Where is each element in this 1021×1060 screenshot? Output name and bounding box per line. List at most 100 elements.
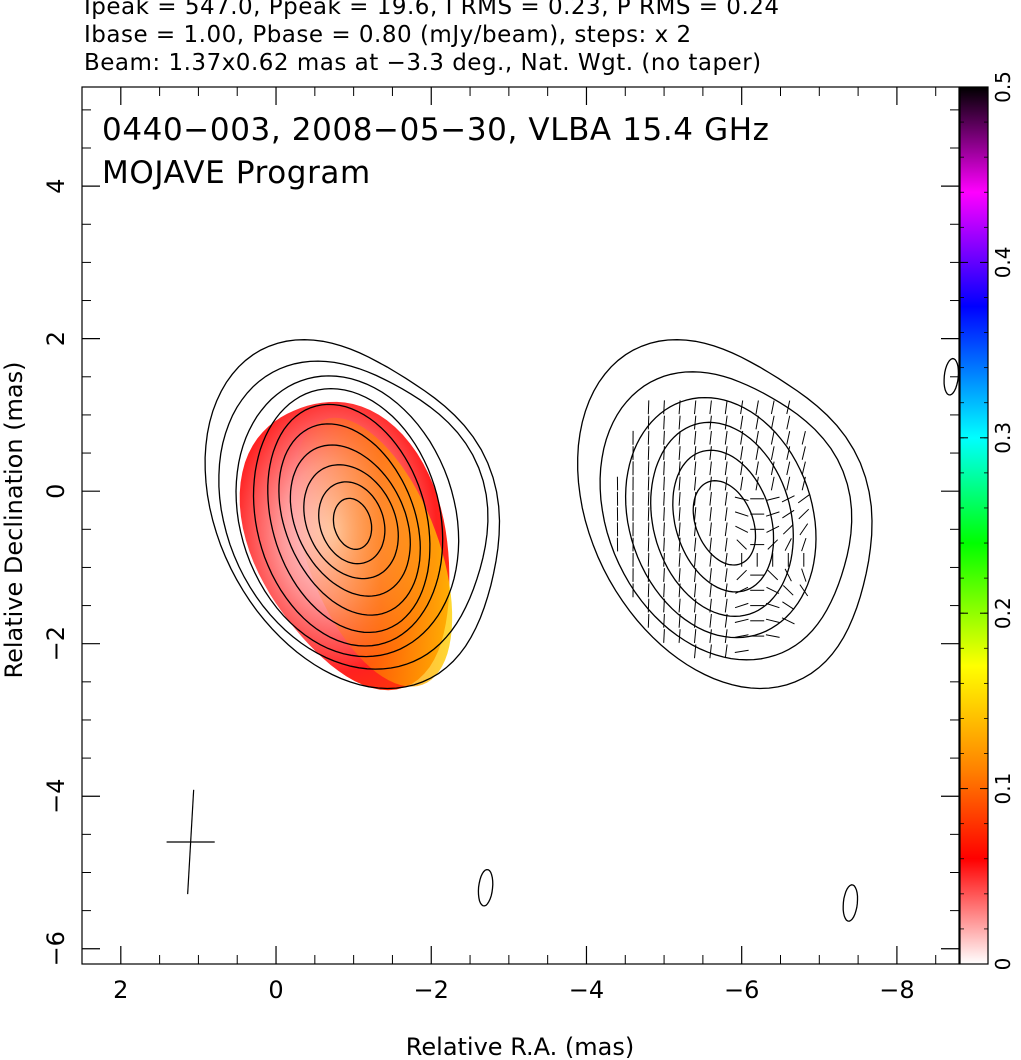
header-line-2: Ibase = 1.00, Pbase = 0.80 (mJy/beam), s… [84,22,692,48]
evpa-tick [709,507,712,521]
evpa-tick [647,522,650,537]
evpa-ticks [616,400,810,659]
evpa-tick [740,415,744,430]
evpa-tick [709,568,712,582]
evpa-tick [740,430,744,445]
evpa-tick [724,583,728,598]
evpa-tick [709,430,712,445]
evpa-tick [755,476,759,491]
evpa-tick [647,613,650,628]
evpa-tick [647,430,650,445]
evpa-tick [709,598,712,613]
evpa-tick [770,476,775,491]
evpa-tick [736,569,747,581]
contour-level [318,481,386,565]
evpa-tick [663,552,665,567]
evpa-tick [784,568,792,582]
evpa-tick [678,629,681,643]
chart-subtitle: MOJAVE Program [102,155,371,191]
evpa-tick [766,586,780,594]
evpa-tick [765,602,780,609]
evpa-tick [734,602,749,609]
evpa-tick [678,491,681,506]
contour-level [672,449,775,593]
evpa-tick [801,461,806,476]
y-tick-labels: −6 −4 −2 0 2 4 [42,178,70,966]
evpa-tick [734,634,749,638]
evpa-tick [801,568,807,582]
x-axis-label: Relative R.A. (mas) [406,1033,634,1060]
evpa-tick [694,446,697,460]
colorbar-tick-label: 0 [991,958,1015,971]
evpa-tick [678,476,681,491]
evpa-tick [782,601,795,610]
evpa-tick [724,629,728,643]
evpa-tick [678,430,681,445]
evpa-tick [678,537,681,552]
chart-title: 0440−003, 2008−05−30, VLBA 15.4 GHz [102,112,769,148]
evpa-tick [694,430,697,445]
evpa-tick [724,537,728,552]
evpa-tick [724,476,728,491]
evpa-tick [694,598,697,613]
secondary-contour [943,357,959,396]
colorbar-tick-label: 0.2 [991,597,1015,629]
evpa-tick [663,446,665,460]
evpa-tick [694,537,697,552]
evpa-tick [647,583,650,598]
x-tick-label: −6 [724,976,759,1004]
x-tick-label: 0 [268,976,283,1004]
evpa-tick [709,522,712,537]
evpa-tick [709,583,712,598]
evpa-tick [663,507,665,521]
x-tick-label: −4 [569,976,604,1004]
axis-ticks [81,87,959,964]
evpa-tick [734,618,749,623]
header-line-1: Ipeak = 547.0, Ppeak = 19.6, I RMS = 0.2… [84,0,780,20]
evpa-tick [709,446,712,460]
evpa-tick [663,629,665,643]
colorbar-tick-label: 0.5 [991,71,1015,103]
evpa-tick [786,415,791,430]
evpa-tick [724,491,728,506]
evpa-tick [694,491,697,506]
evpa-tick [755,446,759,460]
evpa-tick [799,584,809,597]
evpa-tick [647,461,650,476]
evpa-tick [709,415,712,430]
evpa-tick [709,400,712,415]
evpa-tick [663,415,665,430]
evpa-tick [765,496,780,501]
evpa-tick [724,613,728,628]
colorbar-ticks: 0 0.1 0.2 0.3 0.4 0.5 [960,71,1015,970]
secondary-contour [842,884,859,922]
evpa-tick [694,461,697,476]
secondary-contour [477,868,494,907]
colorbar-tick-label: 0.4 [991,246,1015,278]
evpa-tick [782,585,794,596]
contour-level [289,444,411,597]
evpa-tick [709,613,712,628]
evpa-tick [647,598,650,613]
beam-marker [166,789,215,895]
contour-level [235,375,460,658]
evpa-tick [801,430,806,445]
evpa-tick [781,617,795,625]
evpa-tick [647,400,650,415]
evpa-tick [663,598,665,613]
y-tick-label: −6 [42,931,70,966]
evpa-tick [734,496,749,501]
evpa-tick [724,446,728,460]
evpa-tick [663,522,665,537]
evpa-tick [678,583,681,598]
evpa-tick [694,552,697,567]
evpa-tick [694,415,697,430]
evpa-tick [755,430,759,445]
evpa-tick [724,430,728,445]
evpa-tick [709,537,712,552]
evpa-tick [724,552,728,567]
contour-level [204,339,501,690]
colorbar [959,86,989,965]
evpa-tick [694,613,697,628]
evpa-tick [724,598,728,613]
